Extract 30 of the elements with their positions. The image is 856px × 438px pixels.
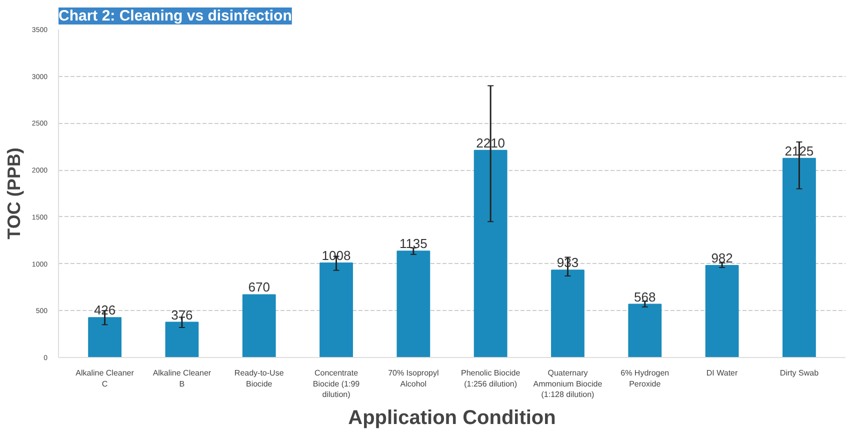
x-tick-label: Concentrate Biocide (1:99 dilution) [312, 368, 360, 400]
bar [628, 304, 662, 358]
data-label: 1135 [399, 236, 428, 252]
bar [242, 294, 276, 358]
bar [551, 270, 584, 358]
x-tick-label: Alkaline Cleaner B [152, 368, 212, 388]
x-tick-label: 70% Isopropyl Alcohol [388, 368, 439, 388]
data-label: 376 [171, 307, 193, 322]
x-tick-label: Alkaline Cleaner C [76, 368, 134, 388]
bar [320, 262, 353, 358]
y-axis-title: TOC (PPB) [4, 148, 24, 240]
bar [782, 158, 816, 358]
x-tick-label: Ready-to-Use Biocide [234, 368, 284, 388]
bar [88, 317, 122, 358]
x-tick-label: Phenolic Biocide (1:256 dilution) [461, 368, 521, 388]
x-tick-label: DI Water [706, 368, 738, 378]
bar [396, 250, 430, 358]
bar [705, 264, 739, 358]
data-label: 426 [94, 302, 116, 318]
x-tick-label: Quaternary Ammonium Biocide (1:128 dilution) [533, 368, 603, 400]
x-tick-label: 6% Hydrogen Peroxide [620, 368, 670, 388]
bar [165, 322, 199, 358]
data-label: 982 [711, 250, 733, 266]
x-tick-label: Dirty Swab [780, 368, 820, 378]
data-label: 1008 [322, 248, 351, 264]
chart-title: Chart 2: Cleaning vs disinfection [58, 8, 292, 24]
x-axis-title: Application Condition [348, 407, 556, 430]
data-label: 670 [248, 280, 270, 295]
data-label: 568 [634, 289, 656, 304]
bar [474, 150, 508, 358]
